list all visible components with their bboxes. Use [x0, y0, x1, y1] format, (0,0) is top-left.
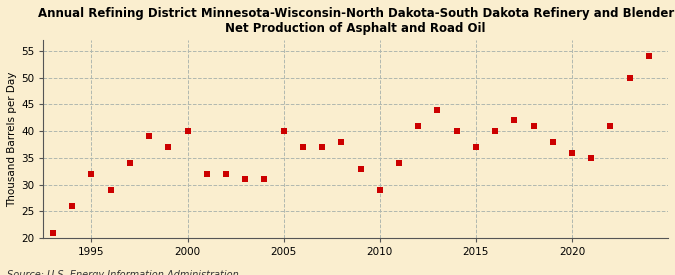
Point: [605, 123, 616, 128]
Point: [317, 145, 327, 149]
Text: Source: U.S. Energy Information Administration: Source: U.S. Energy Information Administ…: [7, 271, 238, 275]
Point: [144, 134, 155, 139]
Title: Annual Refining District Minnesota-Wisconsin-North Dakota-South Dakota Refinery : Annual Refining District Minnesota-Wisco…: [38, 7, 674, 35]
Point: [470, 145, 481, 149]
Point: [182, 129, 193, 133]
Y-axis label: Thousand Barrels per Day: Thousand Barrels per Day: [7, 72, 17, 207]
Point: [375, 188, 385, 192]
Point: [528, 123, 539, 128]
Point: [624, 76, 635, 80]
Point: [259, 177, 270, 182]
Point: [105, 188, 116, 192]
Point: [201, 172, 212, 176]
Point: [298, 145, 308, 149]
Point: [413, 123, 424, 128]
Point: [355, 166, 366, 171]
Point: [451, 129, 462, 133]
Point: [586, 156, 597, 160]
Point: [221, 172, 232, 176]
Point: [86, 172, 97, 176]
Point: [643, 54, 654, 59]
Point: [240, 177, 250, 182]
Point: [124, 161, 135, 165]
Point: [278, 129, 289, 133]
Point: [67, 204, 78, 208]
Point: [547, 140, 558, 144]
Point: [432, 108, 443, 112]
Point: [394, 161, 404, 165]
Point: [566, 150, 577, 155]
Point: [163, 145, 173, 149]
Point: [509, 118, 520, 123]
Point: [489, 129, 500, 133]
Point: [48, 230, 59, 235]
Point: [336, 140, 347, 144]
